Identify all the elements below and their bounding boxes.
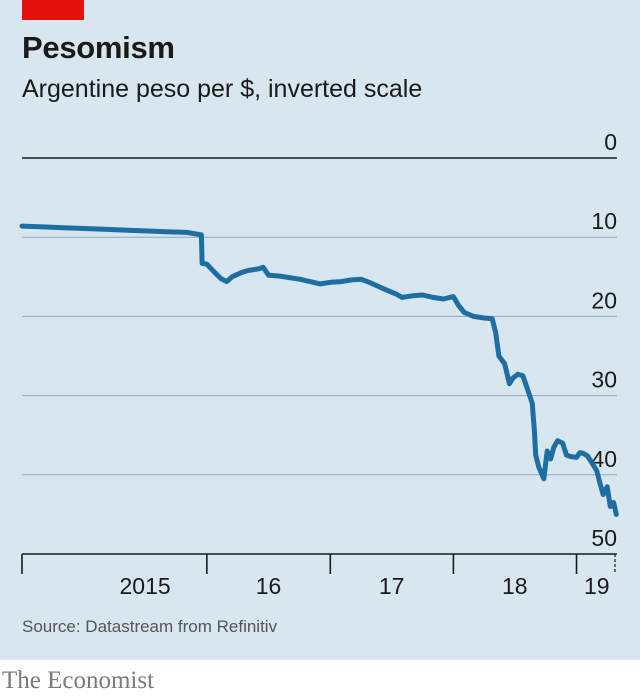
chart-title: Pesomism [22, 30, 175, 65]
publisher-logo: The Economist [2, 667, 155, 694]
x-tick-label-19: 19 [584, 573, 610, 599]
series-line-peso-per-dollar [19, 223, 619, 517]
y-tick-label-0: 0 [604, 129, 617, 155]
chart-panel: Pesomism Argentine peso per $, inverted … [0, 0, 640, 660]
x-axis-tick-labels: 2015 16 17 18 19 [120, 573, 610, 599]
x-tick-label-17: 17 [379, 573, 405, 599]
gridlines [22, 157, 617, 555]
x-tick-label-2015: 2015 [120, 573, 171, 599]
series-layer [19, 223, 619, 517]
source-note: Source: Datastream from Refinitiv [22, 617, 278, 636]
x-axis [21, 554, 616, 574]
x-tick-label-18: 18 [502, 573, 528, 599]
brand-red-tag [22, 0, 84, 20]
y-tick-label-10: 10 [591, 208, 617, 234]
y-tick-label-20: 20 [591, 287, 617, 313]
x-tick-label-16: 16 [256, 573, 282, 599]
chart-subtitle: Argentine peso per $, inverted scale [22, 75, 423, 103]
y-tick-label-50: 50 [591, 525, 617, 551]
y-tick-label-30: 30 [591, 367, 617, 393]
